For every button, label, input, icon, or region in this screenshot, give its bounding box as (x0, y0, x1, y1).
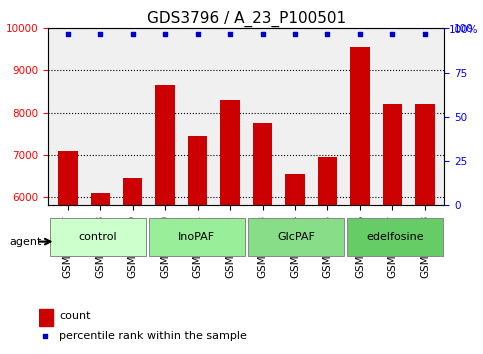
Point (129, 31, 137, 36)
Text: agent: agent (10, 238, 42, 247)
Text: GlcPAF: GlcPAF (277, 232, 315, 242)
Bar (90, 193, 110, 205)
FancyBboxPatch shape (347, 218, 443, 256)
FancyBboxPatch shape (50, 218, 146, 256)
Bar (156, 85, 175, 205)
Point (421, 31, 429, 36)
Title: GDS3796 / A_23_P100501: GDS3796 / A_23_P100501 (147, 11, 346, 27)
Bar (285, 174, 305, 205)
Point (291, 31, 299, 36)
Bar (123, 178, 142, 205)
Point (97, 31, 104, 36)
Bar (220, 100, 240, 205)
Point (324, 31, 331, 36)
Text: InoPAF: InoPAF (178, 232, 215, 242)
Point (259, 31, 267, 36)
Point (64, 31, 71, 36)
Text: 100%: 100% (449, 25, 479, 35)
Bar (350, 47, 369, 205)
Point (356, 31, 364, 36)
Bar (188, 136, 207, 205)
Bar (318, 157, 337, 205)
Text: percentile rank within the sample: percentile rank within the sample (59, 331, 247, 341)
Point (194, 31, 201, 36)
FancyBboxPatch shape (248, 218, 344, 256)
Bar (253, 123, 272, 205)
Text: control: control (79, 232, 117, 242)
Bar (415, 104, 435, 205)
Bar (39, 309, 53, 326)
Point (161, 31, 169, 36)
Point (226, 31, 234, 36)
FancyBboxPatch shape (149, 218, 245, 256)
Text: count: count (59, 311, 91, 321)
Bar (58, 150, 77, 205)
Text: edelfosine: edelfosine (366, 232, 424, 242)
Point (388, 31, 396, 36)
Bar (383, 104, 402, 205)
Point (296, 226, 304, 232)
